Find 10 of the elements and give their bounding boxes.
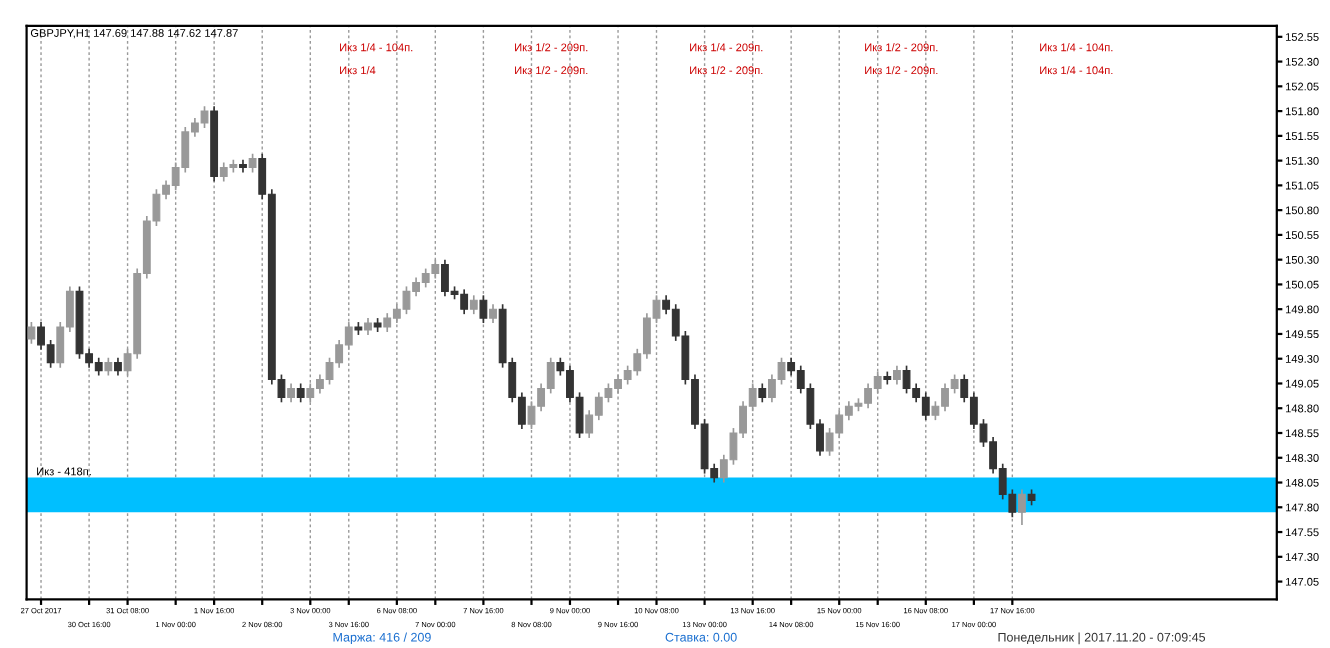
- candlestick: [1018, 488, 1026, 526]
- candlestick: [893, 364, 901, 386]
- candlestick: [27, 321, 36, 345]
- candlestick: [489, 303, 497, 324]
- candlestick: [296, 382, 305, 404]
- candlestick: [479, 294, 488, 324]
- candlestick: [469, 294, 478, 315]
- candlestick: [248, 152, 257, 174]
- candlestick: [758, 382, 767, 404]
- candlestick: [287, 382, 295, 404]
